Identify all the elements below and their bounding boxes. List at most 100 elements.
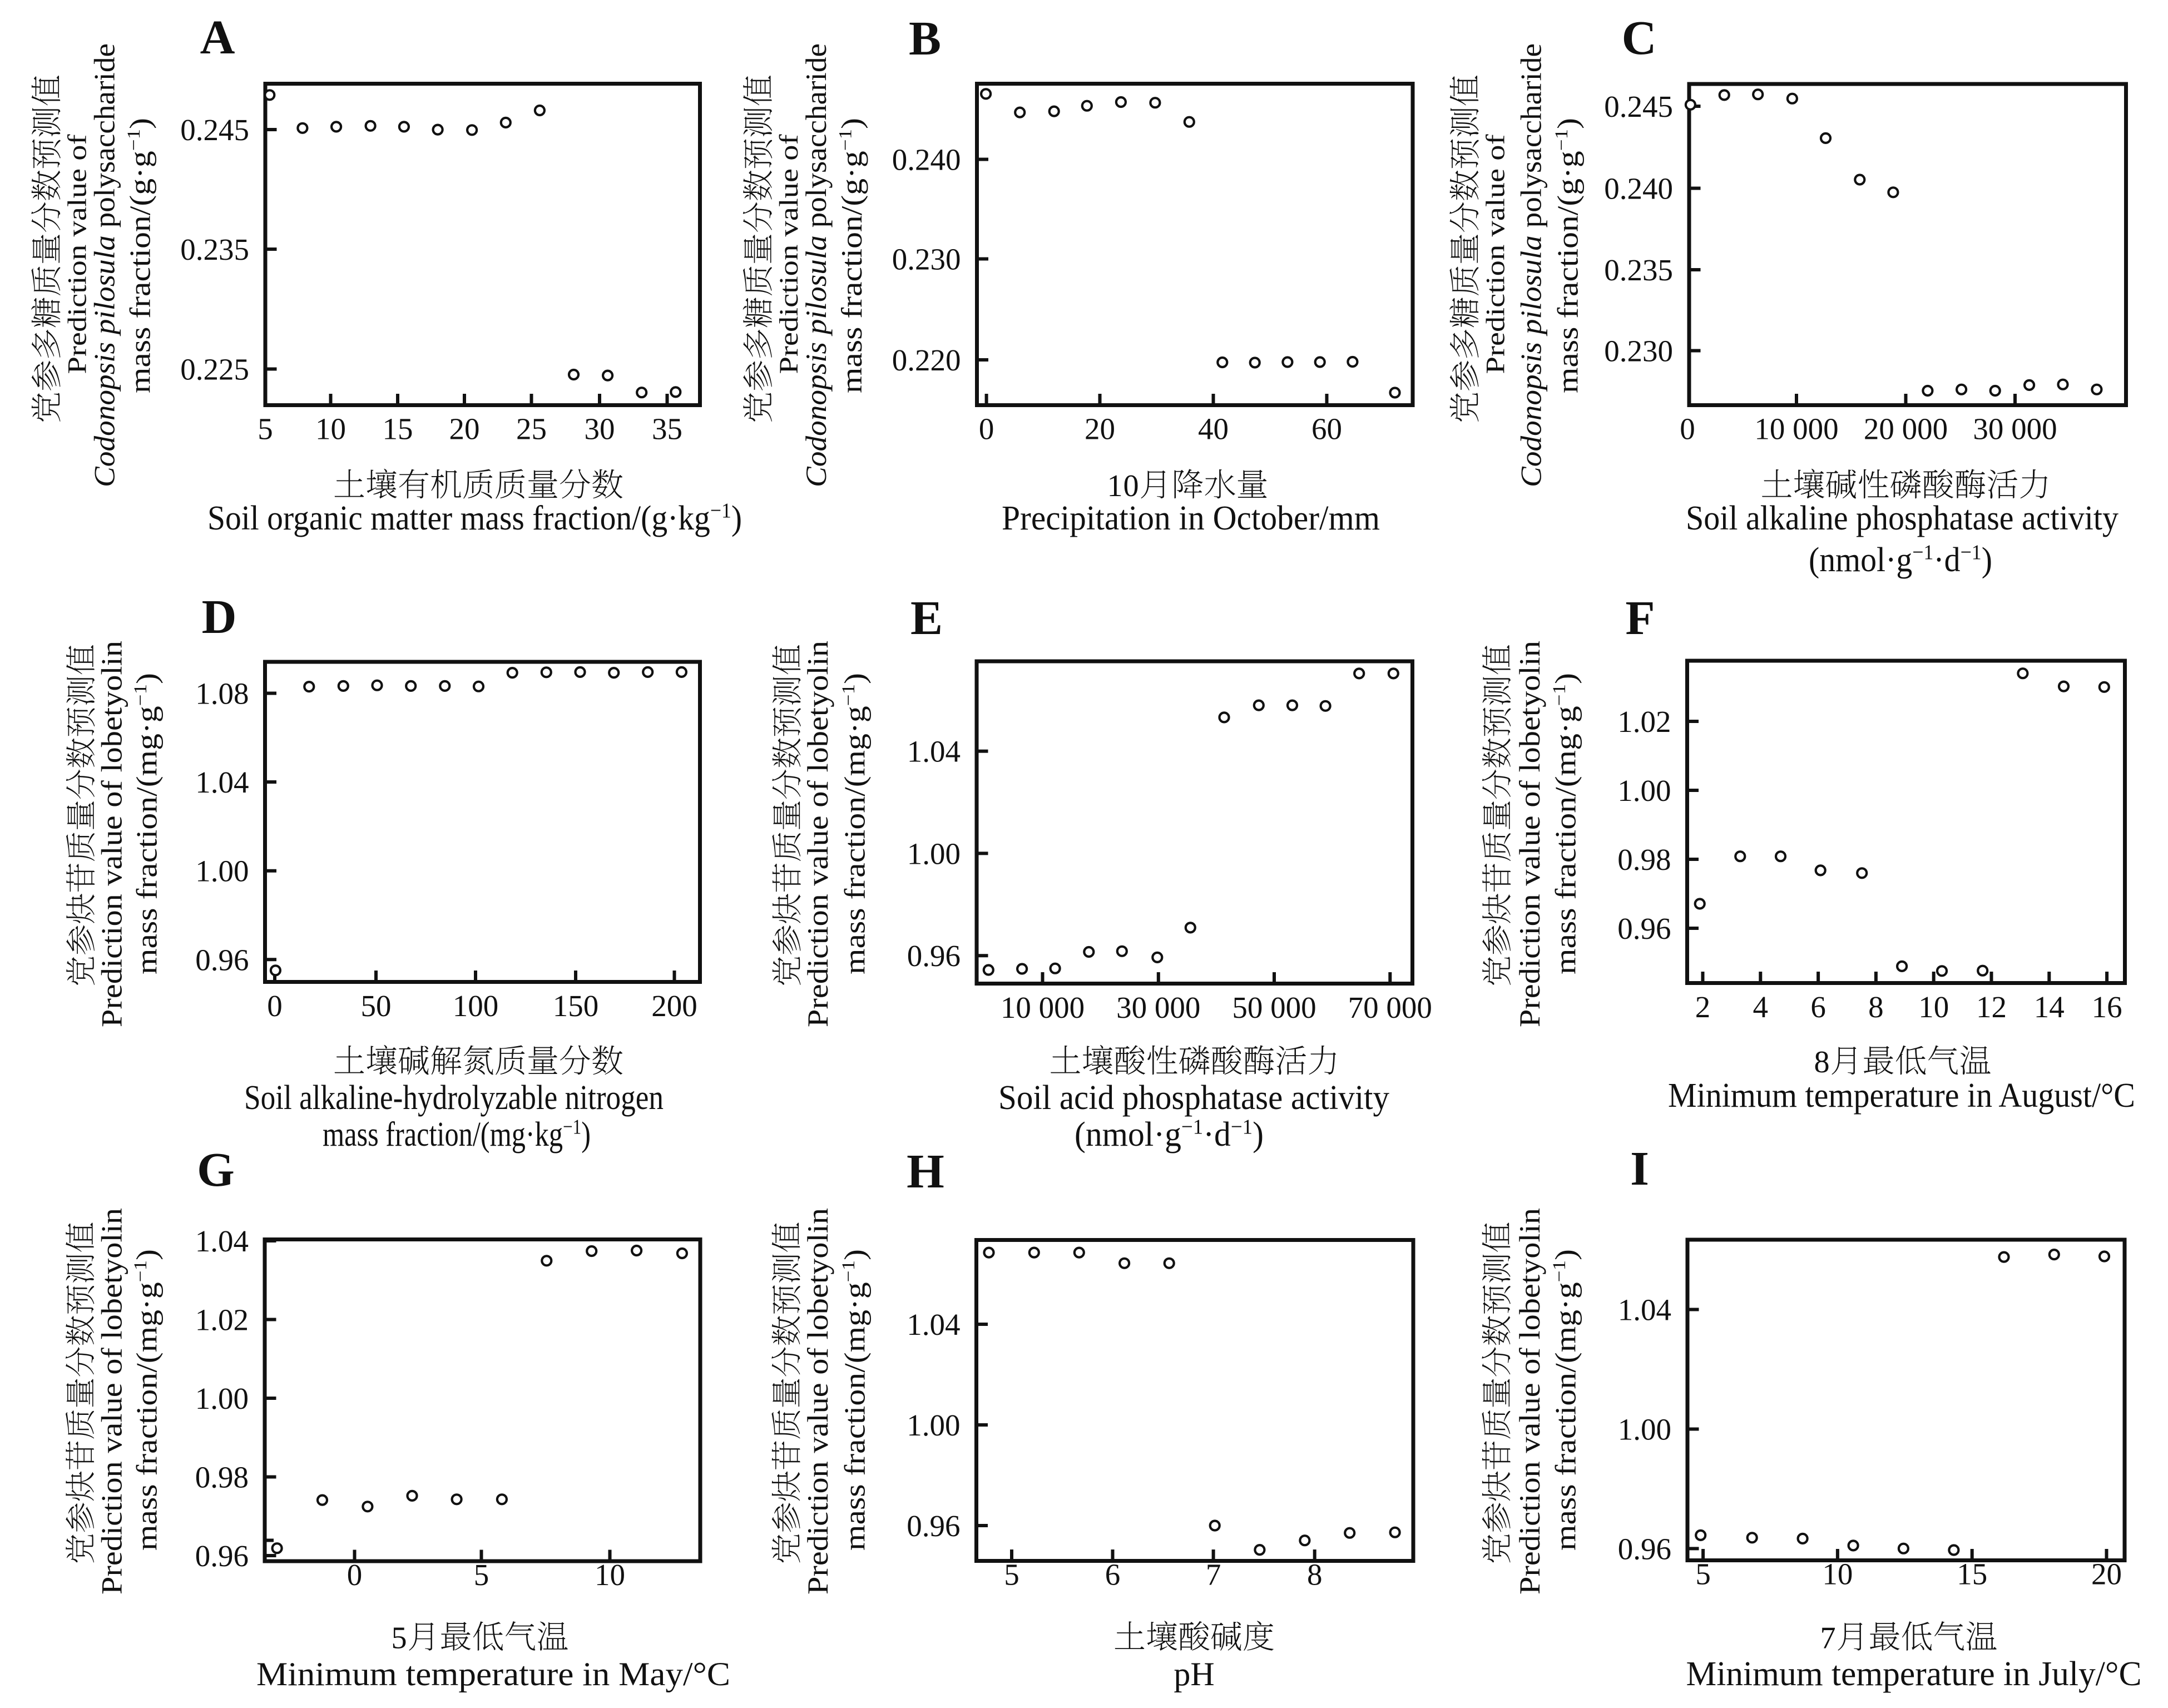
svg-text:mass fraction/(g·g−1​): mass fraction/(g·g−1​) [1552, 118, 1585, 393]
svg-text:I: I [1630, 1141, 1649, 1195]
svg-text:16: 16 [2092, 990, 2122, 1024]
svg-text:10 000: 10 000 [1754, 412, 1838, 446]
svg-text:A: A [200, 10, 235, 64]
svg-text:D: D [202, 590, 237, 643]
svg-text:100: 100 [453, 989, 499, 1023]
svg-text:10 000: 10 000 [1001, 991, 1085, 1024]
svg-text:20 000: 20 000 [1864, 412, 1948, 446]
svg-text:2: 2 [1695, 990, 1711, 1024]
svg-text:H: H [907, 1144, 944, 1198]
svg-text:1.00: 1.00 [907, 836, 961, 870]
svg-text:1.02: 1.02 [1617, 705, 1671, 739]
svg-text:10: 10 [595, 1558, 625, 1592]
svg-text:50 000: 50 000 [1232, 991, 1316, 1024]
svg-text:12: 12 [1976, 990, 2007, 1024]
svg-text:10: 10 [315, 412, 346, 446]
svg-text:0.240: 0.240 [892, 143, 961, 177]
svg-text:Minimum temperature in July/°C: Minimum temperature in July/°C [1686, 1655, 2142, 1693]
svg-text:0.96: 0.96 [195, 1539, 249, 1573]
svg-text:1.04: 1.04 [1618, 1293, 1671, 1327]
svg-text:5: 5 [1004, 1558, 1019, 1592]
svg-text:1.04: 1.04 [195, 1224, 249, 1258]
svg-text:0.230: 0.230 [1604, 334, 1673, 368]
svg-text:0.96: 0.96 [907, 939, 961, 973]
svg-text:0.225: 0.225 [180, 353, 249, 387]
svg-text:5: 5 [258, 412, 273, 446]
svg-text:150: 150 [553, 989, 599, 1023]
svg-text:F: F [1625, 591, 1655, 645]
svg-text:0.98: 0.98 [1617, 843, 1671, 877]
svg-text:30 000: 30 000 [1116, 991, 1200, 1024]
svg-text:50: 50 [361, 989, 392, 1023]
svg-text:8: 8 [1814, 1045, 1830, 1080]
svg-text:1.04: 1.04 [907, 1308, 960, 1341]
svg-text:5: 5 [392, 1621, 407, 1656]
svg-text:70 000: 70 000 [1348, 991, 1432, 1024]
svg-text:Prediction value of lobetyolin: Prediction value of lobetyolin [1514, 1208, 1546, 1595]
svg-text:10: 10 [1822, 1557, 1853, 1591]
svg-text:mass fraction/(mg·g−1​): mass fraction/(mg·g−1​) [839, 673, 872, 974]
svg-text:Prediction value of lobetyolin: Prediction value of lobetyolin [802, 641, 834, 1027]
svg-text:0.98: 0.98 [195, 1461, 249, 1494]
svg-text:Codonopsis pilosula polysaccha: Codonopsis pilosula polysaccharide [800, 43, 833, 487]
svg-text:15: 15 [1957, 1557, 1987, 1591]
svg-text:Codonopsis pilosula polysaccha: Codonopsis pilosula polysaccharide [89, 43, 121, 487]
svg-text:0: 0 [347, 1558, 363, 1592]
svg-text:0.240: 0.240 [1604, 172, 1673, 206]
svg-text:G: G [197, 1142, 235, 1196]
svg-text:0.96: 0.96 [1617, 912, 1671, 945]
svg-text:Minimum temperature in May/°C: Minimum temperature in May/°C [256, 1656, 730, 1692]
svg-text:0.230: 0.230 [892, 242, 961, 276]
svg-text:mass fraction/(g·g−1​): mass fraction/(g·g−1​) [835, 118, 868, 393]
svg-text:1.04: 1.04 [195, 765, 249, 799]
svg-text:35: 35 [652, 412, 682, 446]
svg-text:Prediction value of: Prediction value of [63, 134, 92, 374]
svg-text:pH: pH [1174, 1656, 1214, 1692]
svg-text:0: 0 [1123, 469, 1139, 503]
svg-text:0: 0 [979, 412, 994, 446]
svg-text:0.96: 0.96 [907, 1509, 960, 1543]
svg-text:14: 14 [2034, 990, 2065, 1024]
svg-text:Prediction value of lobetyolin: Prediction value of lobetyolin [1514, 641, 1546, 1027]
svg-text:0: 0 [267, 989, 283, 1023]
svg-text:0.235: 0.235 [1604, 253, 1673, 287]
svg-text:10: 10 [1918, 990, 1949, 1024]
svg-text:0.220: 0.220 [892, 343, 961, 377]
svg-text:20: 20 [449, 412, 480, 446]
svg-text:Precipitation in October/mm: Precipitation in October/mm [1002, 499, 1380, 537]
svg-text:1.00: 1.00 [1617, 774, 1671, 808]
svg-text:4: 4 [1753, 990, 1769, 1024]
svg-text:Prediction value of lobetyolin: Prediction value of lobetyolin [802, 1208, 834, 1595]
svg-text:1.00: 1.00 [907, 1408, 960, 1442]
svg-text:Prediction value of lobetyolin: Prediction value of lobetyolin [96, 1208, 128, 1595]
svg-text:0.96: 0.96 [1618, 1532, 1671, 1566]
svg-text:mass fraction/(mg·g−1​): mass fraction/(mg·g−1​) [1550, 673, 1582, 974]
svg-text:Soil alkaline-hydrolyzable nit: Soil alkaline-hydrolyzable nitrogen [244, 1079, 664, 1117]
svg-text:E: E [910, 591, 943, 645]
svg-text:1.00: 1.00 [1618, 1413, 1671, 1447]
svg-text:6: 6 [1810, 990, 1826, 1024]
svg-text:5: 5 [474, 1558, 489, 1592]
svg-text:30 000: 30 000 [1973, 412, 2057, 446]
svg-text:40: 40 [1198, 412, 1229, 446]
svg-text:7: 7 [1206, 1558, 1221, 1592]
svg-text:8: 8 [1868, 990, 1884, 1024]
svg-text:C: C [1622, 11, 1657, 65]
svg-text:7: 7 [1820, 1621, 1836, 1656]
svg-text:200: 200 [651, 989, 697, 1023]
svg-text:15: 15 [383, 412, 413, 446]
svg-text:1.08: 1.08 [195, 677, 249, 711]
svg-text:25: 25 [516, 412, 547, 446]
svg-text:0.245: 0.245 [180, 113, 249, 147]
svg-text:1.04: 1.04 [907, 735, 961, 769]
svg-text:Soil alkaline phosphatase acti: Soil alkaline phosphatase activity [1686, 499, 2118, 537]
svg-text:Soil acid phosphatase activity: Soil acid phosphatase activity [998, 1079, 1389, 1117]
svg-text:0.235: 0.235 [180, 232, 249, 266]
svg-text:Prediction value of: Prediction value of [1481, 134, 1511, 374]
svg-text:mass fraction/(mg·g−1​): mass fraction/(mg·g−1​) [131, 673, 164, 974]
svg-text:mass fraction/(mg·g−1​): mass fraction/(mg·g−1​) [1550, 1249, 1582, 1551]
svg-text:B: B [909, 11, 941, 65]
svg-text:6: 6 [1105, 1558, 1121, 1592]
svg-text:20: 20 [2091, 1557, 2122, 1591]
svg-text:mass fraction/(mg·g−1​): mass fraction/(mg·g−1​) [839, 1249, 872, 1551]
